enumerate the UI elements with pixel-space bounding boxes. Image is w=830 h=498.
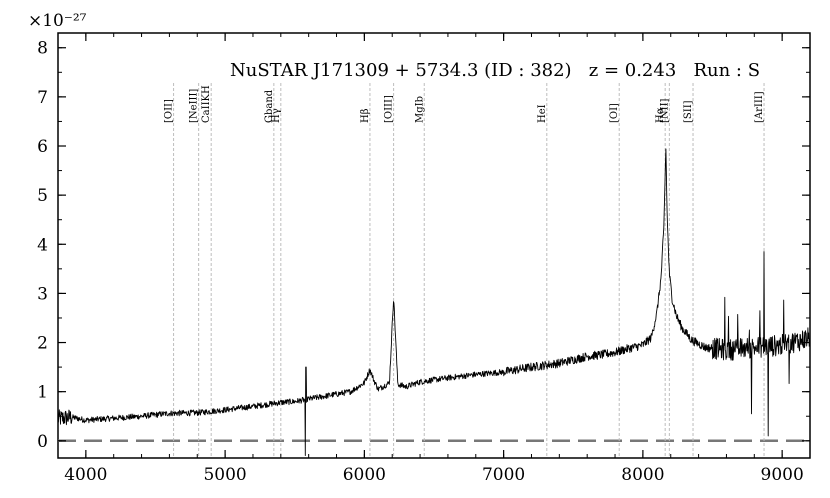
x-tick-label: 9000: [761, 465, 804, 485]
x-tick-label: 7000: [482, 465, 525, 485]
emission-line-label: MgIb: [414, 96, 425, 123]
emission-line-label: HeI: [537, 104, 548, 123]
y-tick-label: 3: [37, 284, 48, 304]
y-tick-label: 8: [37, 39, 48, 59]
emission-line-label: Hβ: [360, 108, 371, 123]
emission-line-label: CaIIKH: [201, 85, 212, 123]
y-tick-label: 4: [37, 235, 48, 255]
emission-line-label: Gband: [264, 89, 275, 123]
emission-line-label: [SII]: [683, 100, 694, 123]
emission-line-label: [ArIII]: [754, 91, 765, 123]
axis-layer: 4000 5000 6000 7000 8000 9000 0 1 2 3 4 5 6 7 8: [37, 33, 811, 485]
x-tick-label: 4000: [64, 465, 107, 485]
emission-line-label: [NeIII]: [189, 89, 200, 123]
emission-line-label: [OII]: [164, 99, 175, 123]
y-tick-label: 5: [37, 186, 48, 206]
y-tick-label: 2: [37, 334, 48, 354]
emission-line-label: [NII]: [659, 98, 670, 123]
spectrum-series-line: [57, 148, 811, 456]
y-tick-label: 6: [37, 137, 48, 157]
y-tick-label: 1: [37, 383, 48, 403]
x-tick-label: 8000: [621, 465, 664, 485]
emission-line-label: Hγ: [271, 108, 282, 123]
x-tick-label: 6000: [343, 465, 386, 485]
emission-line-label: [OIII]: [384, 95, 395, 123]
plot-frame: [57, 32, 811, 459]
y-exponent-label: ×10⁻²⁷: [28, 11, 87, 31]
chart-title: NuSTAR J171309 + 5734.3 (ID : 382) z = 0…: [230, 60, 760, 81]
y-tick-label: 7: [37, 88, 48, 108]
x-tick-label: 5000: [203, 465, 246, 485]
emission-line-label: Hα: [655, 107, 666, 123]
series-layer: [57, 148, 811, 456]
emission-line-label: [OI]: [609, 103, 620, 123]
y-tick-label: 0: [37, 432, 48, 452]
